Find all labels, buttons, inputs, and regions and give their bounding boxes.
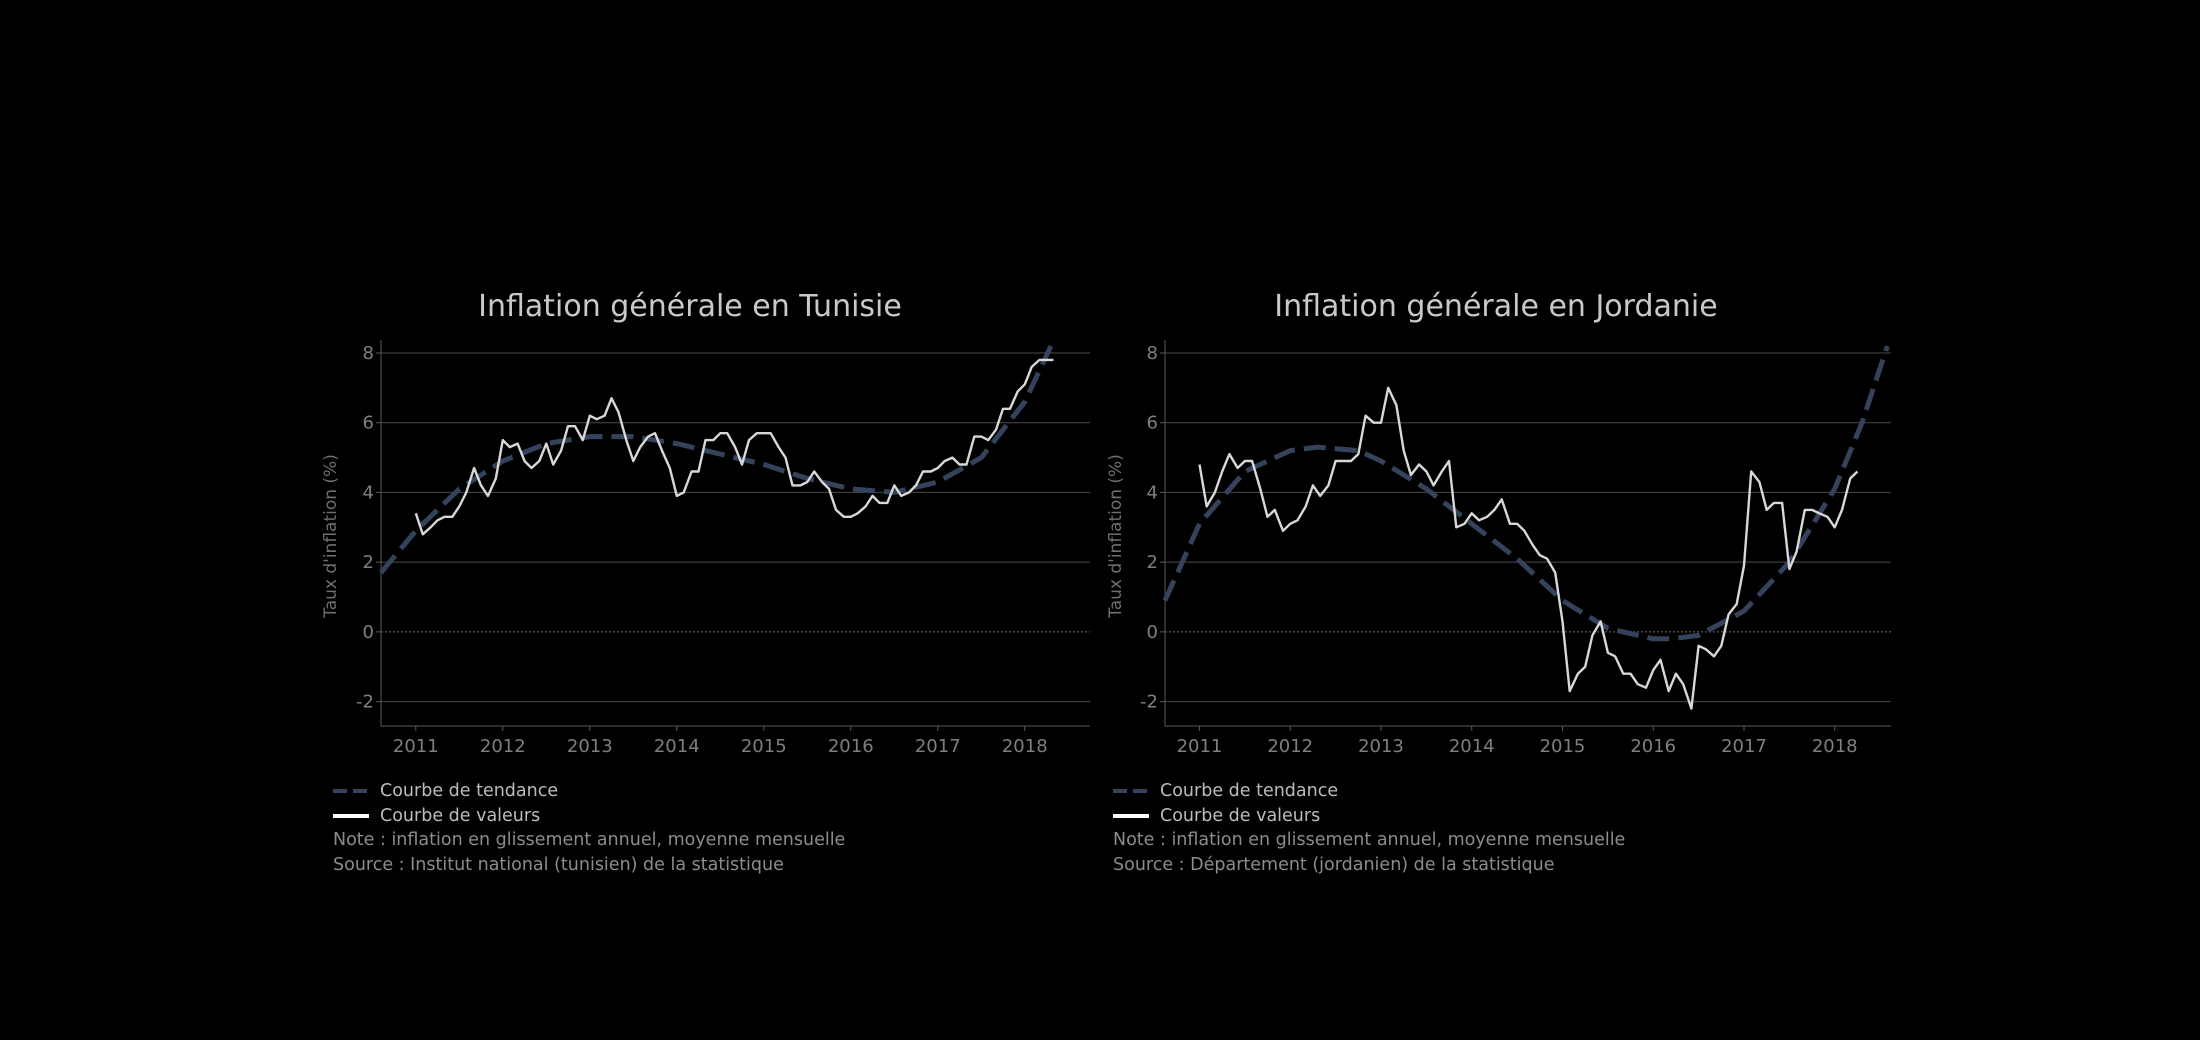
legend-item-values: Courbe de valeurs bbox=[1113, 803, 1625, 828]
legend-label-trend: Courbe de tendance bbox=[1160, 780, 1339, 801]
legend-item-values: Courbe de valeurs bbox=[333, 803, 845, 828]
x-tick-label: 2014 bbox=[1449, 736, 1495, 757]
chart-legend: Courbe de tendance Courbe de valeurs Not… bbox=[333, 778, 845, 878]
value-line bbox=[1198, 386, 1859, 710]
x-tick-label: 2017 bbox=[1721, 736, 1767, 757]
x-tick-label: 2018 bbox=[1812, 736, 1858, 757]
y-tick-label: 4 bbox=[1147, 482, 1158, 503]
legend-item-trend: Courbe de tendance bbox=[1113, 778, 1625, 803]
x-tick-label: 2011 bbox=[1177, 736, 1223, 757]
chart-title: Inflation générale en Tunisie bbox=[478, 289, 902, 324]
y-tick-label: 2 bbox=[1147, 552, 1158, 573]
y-tick-label: 0 bbox=[363, 622, 374, 643]
x-tick-label: 2012 bbox=[1267, 736, 1313, 757]
legend-swatch-trend bbox=[1113, 788, 1149, 793]
y-axis-label: Taux d'inflation (%) bbox=[321, 454, 341, 619]
x-tick-label: 2015 bbox=[1540, 736, 1586, 757]
trend-line bbox=[1162, 345, 1890, 642]
x-tick-label: 2016 bbox=[828, 736, 874, 757]
x-tick-label: 2011 bbox=[393, 736, 439, 757]
legend-swatch-values bbox=[333, 813, 369, 818]
y-tick-label: 8 bbox=[1147, 343, 1158, 364]
chart-note: Note : inflation en glissement annuel, m… bbox=[1113, 830, 1626, 850]
y-tick-label: 0 bbox=[1147, 622, 1158, 643]
y-tick-label: 6 bbox=[1147, 413, 1158, 434]
y-axis-label: Taux d'inflation (%) bbox=[1106, 454, 1126, 619]
x-tick-label: 2013 bbox=[1358, 736, 1404, 757]
chart-source: Source : Institut national (tunisien) de… bbox=[333, 855, 784, 875]
chart-panel-tunisia: Inflation générale en Tunisie -2 0 2 4 6 8 201… bbox=[321, 289, 1090, 878]
trend-line bbox=[379, 344, 1054, 575]
chart-note: Note : inflation en glissement annuel, m… bbox=[333, 830, 846, 850]
value-line bbox=[414, 358, 1054, 536]
x-tick-label: 2012 bbox=[480, 736, 526, 757]
y-tick-label: -2 bbox=[356, 692, 374, 713]
chart-source: Source : Département (jordanien) de la s… bbox=[1113, 855, 1555, 875]
y-tick-label: 2 bbox=[363, 552, 374, 573]
x-tick-label: 2018 bbox=[1002, 736, 1048, 757]
legend-label-trend: Courbe de tendance bbox=[380, 780, 559, 801]
x-tick-label: 2016 bbox=[1630, 736, 1676, 757]
legend-label-values: Courbe de valeurs bbox=[1160, 805, 1321, 826]
x-tick-label: 2014 bbox=[654, 736, 700, 757]
legend-swatch-trend bbox=[333, 788, 369, 793]
legend-label-values: Courbe de valeurs bbox=[380, 805, 541, 826]
x-tick-label: 2013 bbox=[567, 736, 613, 757]
y-tick-label: 8 bbox=[363, 343, 374, 364]
legend-item-trend: Courbe de tendance bbox=[333, 778, 845, 803]
chart-legend: Courbe de tendance Courbe de valeurs Not… bbox=[1113, 778, 1625, 878]
chart-title: Inflation générale en Jordanie bbox=[1274, 289, 1718, 324]
y-tick-label: 6 bbox=[363, 413, 374, 434]
x-tick-label: 2017 bbox=[915, 736, 961, 757]
y-tick-label: -2 bbox=[1140, 692, 1158, 713]
chart-plot: -2 0 2 4 6 8 2011 2012 2013 2014 2015 2016 2017 2018 T… bbox=[321, 340, 1090, 757]
x-tick-label: 2015 bbox=[741, 736, 787, 757]
y-tick-label: 4 bbox=[363, 482, 374, 503]
legend-swatch-values bbox=[1113, 813, 1149, 818]
